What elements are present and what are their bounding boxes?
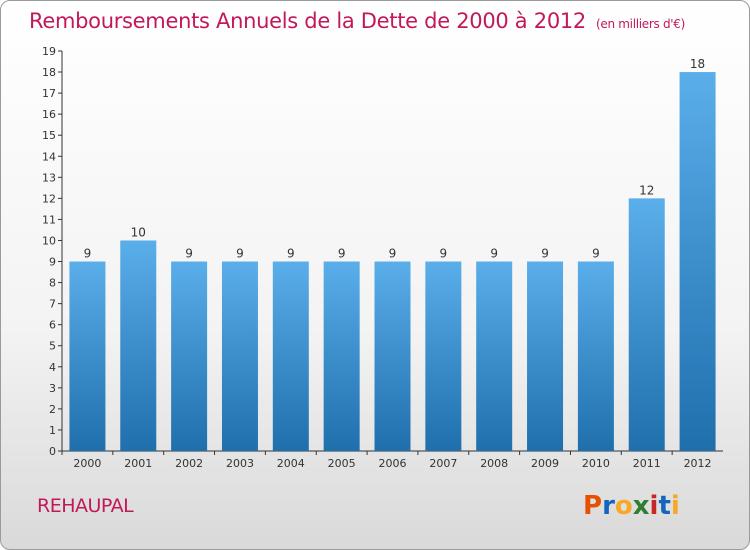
x-tick-label: 2003 — [226, 457, 254, 470]
location-label: REHAUPAL — [37, 495, 134, 517]
data-label: 9 — [490, 247, 498, 261]
y-tick-label: 15 — [42, 129, 56, 142]
data-label: 9 — [287, 247, 295, 261]
x-tick-label: 2005 — [328, 457, 356, 470]
y-tick-label: 14 — [42, 150, 56, 163]
logo-letter: i — [670, 491, 680, 521]
bar — [628, 198, 665, 451]
logo-letter: i — [649, 491, 659, 521]
data-label: 9 — [185, 247, 193, 261]
bar — [425, 261, 462, 451]
proxiti-logo: Proxiti — [583, 491, 680, 521]
bars — [69, 72, 716, 451]
data-label: 9 — [541, 247, 549, 261]
data-label: 18 — [690, 57, 705, 71]
data-label: 9 — [236, 247, 244, 261]
logo-letter: P — [583, 491, 603, 521]
bar — [527, 261, 564, 451]
x-tick-label: 2001 — [124, 457, 152, 470]
y-tick-label: 16 — [42, 108, 56, 121]
data-label: 12 — [639, 183, 654, 197]
y-tick-label: 1 — [49, 424, 56, 437]
bar — [120, 240, 157, 451]
y-tick-label: 13 — [42, 171, 56, 184]
title-text: Remboursements Annuels de la Dette de 20… — [29, 9, 586, 33]
data-label: 10 — [131, 225, 146, 239]
data-labels: 9 10 9 9 9 9 9 9 9 9 9 12 18 — [84, 57, 706, 260]
y-tick-label: 3 — [49, 382, 56, 395]
x-tick-label: 2010 — [582, 457, 610, 470]
x-tick-label: 2006 — [379, 457, 407, 470]
data-label: 9 — [338, 247, 346, 261]
y-tick-label: 2 — [49, 403, 56, 416]
y-tick-label: 5 — [49, 340, 56, 353]
y-tick-label: 18 — [42, 66, 56, 79]
x-tick-label: 2011 — [633, 457, 661, 470]
bar — [374, 261, 411, 451]
y-tick-label: 9 — [49, 256, 56, 269]
bar — [221, 261, 258, 451]
bar — [323, 261, 360, 451]
bar — [171, 261, 208, 451]
x-tick-label: 2009 — [531, 457, 559, 470]
chart-title: Remboursements Annuels de la Dette de 20… — [29, 9, 685, 33]
bar — [679, 72, 716, 451]
x-tick-label: 2000 — [73, 457, 101, 470]
data-label: 9 — [440, 247, 448, 261]
x-tick-label: 2007 — [429, 457, 457, 470]
bar — [476, 261, 513, 451]
y-tick-label: 4 — [49, 361, 56, 374]
bar — [272, 261, 309, 451]
unit-note: (en milliers d'€) — [596, 17, 686, 31]
y-tick-label: 11 — [42, 213, 56, 226]
y-tick-label: 8 — [49, 277, 56, 290]
y-tick-label: 17 — [42, 87, 56, 100]
y-tick-label: 0 — [49, 445, 56, 458]
bar — [69, 261, 106, 451]
data-label: 9 — [389, 247, 397, 261]
x-tick-label: 2012 — [684, 457, 712, 470]
y-tick-label: 10 — [42, 234, 56, 247]
y-tick-label: 12 — [42, 192, 56, 205]
x-tick-label: 2002 — [175, 457, 203, 470]
data-label: 9 — [592, 247, 600, 261]
x-tick-label: 2008 — [480, 457, 508, 470]
bar — [577, 261, 614, 451]
logo-letter: r — [602, 491, 615, 521]
y-tick-label: 6 — [49, 319, 56, 332]
x-tick-label: 2004 — [277, 457, 305, 470]
logo-letter: o — [614, 491, 633, 521]
y-tick-label: 19 — [42, 45, 56, 58]
data-label: 9 — [84, 247, 92, 261]
logo-letter: x — [632, 491, 650, 521]
logo-letter: t — [658, 491, 671, 521]
y-tick-label: 7 — [49, 298, 56, 311]
